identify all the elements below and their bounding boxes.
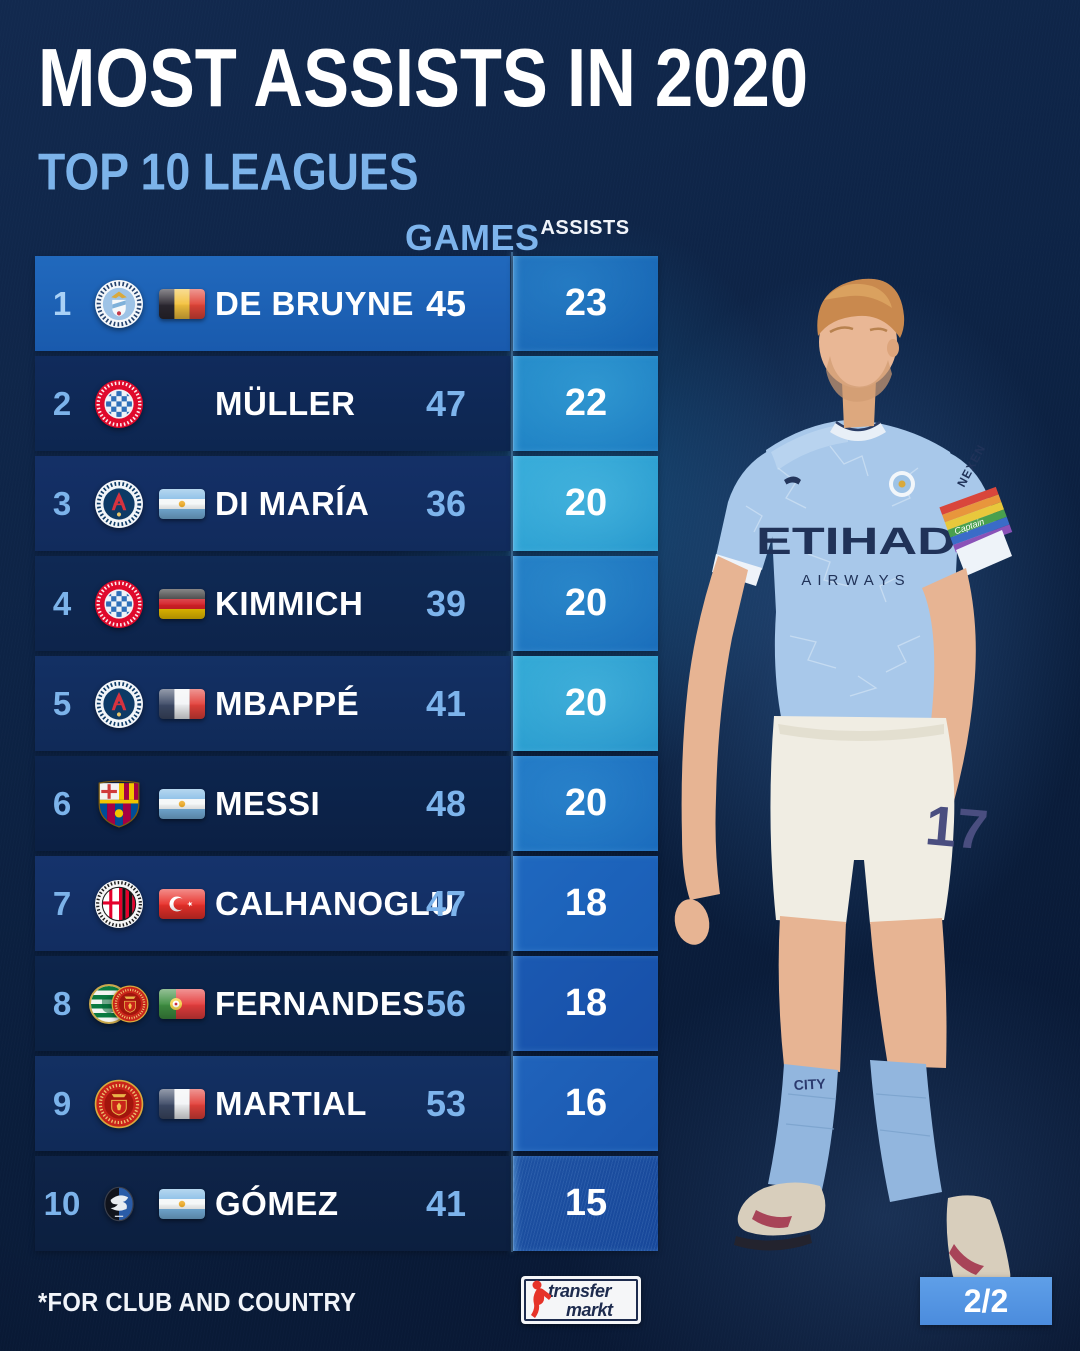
transfermarkt-logo-line1: transfer [548,1281,612,1301]
transfermarkt-logo-border [524,1279,638,1321]
transfermarkt-player-icon [531,1280,551,1318]
footnote: *FOR CLUB AND COUNTRY [38,1288,357,1318]
page-indicator: 2/2 [963,1282,1009,1319]
page-indicator-badge: 2/2 [920,1277,1052,1325]
transfermarkt-logo: transfer markt [521,1276,641,1324]
transfermarkt-logo-line2: markt [566,1300,613,1320]
